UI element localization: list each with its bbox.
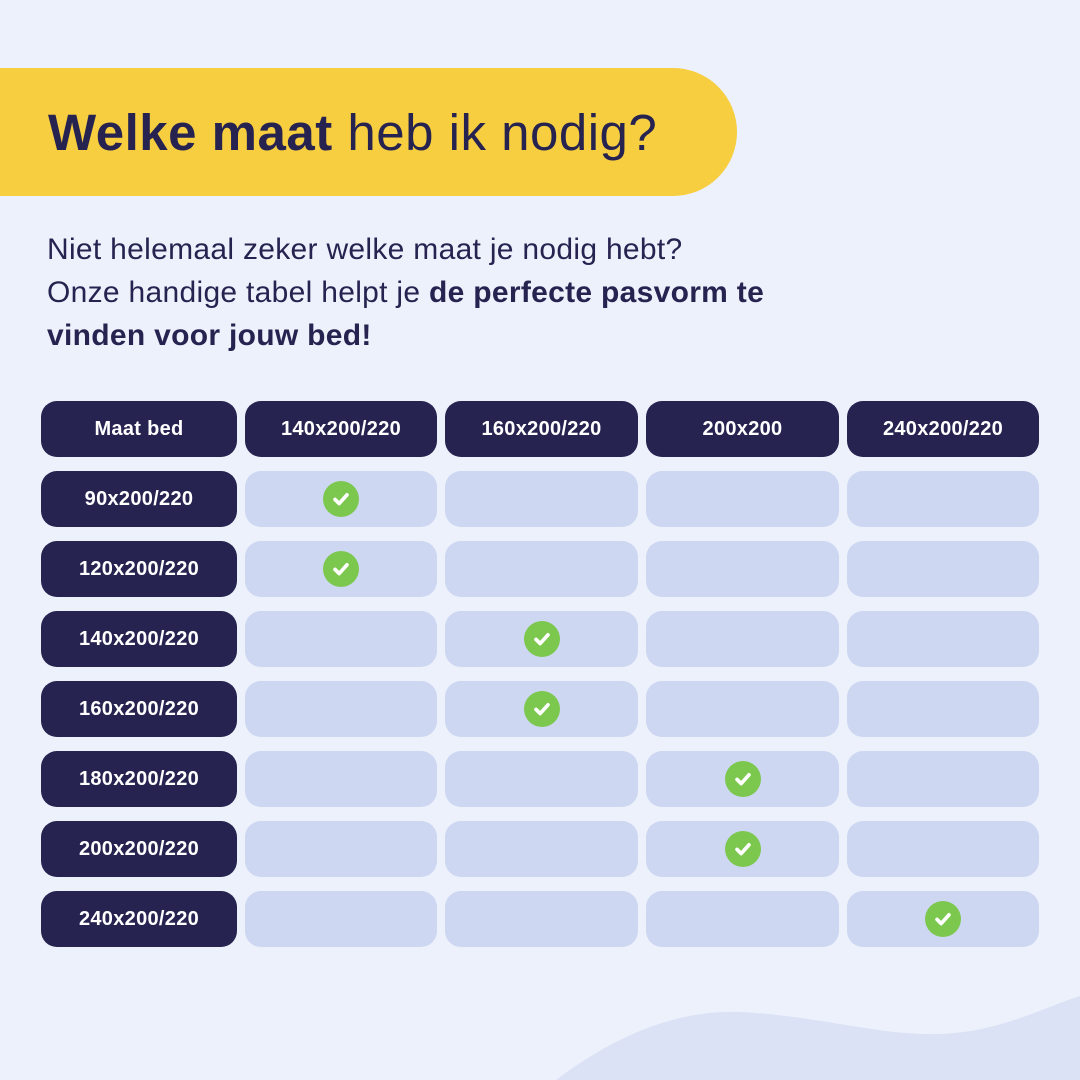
- checkmark-glyph: [533, 703, 550, 716]
- check-icon: [724, 761, 761, 797]
- wave-decoration: [556, 996, 1080, 1080]
- table-cell: [646, 681, 839, 737]
- table-cell: [646, 751, 839, 807]
- row-header: 160x200/220: [41, 681, 237, 737]
- row-header: 240x200/220: [41, 891, 237, 947]
- column-header: 200x200: [646, 401, 839, 457]
- table-cell: [646, 541, 839, 597]
- checkmark-glyph: [734, 773, 751, 786]
- table-cell: [245, 751, 437, 807]
- page-title-rest: heb ik nodig?: [332, 103, 658, 161]
- column-header: 240x200/220: [847, 401, 1039, 457]
- table-cell: [847, 681, 1039, 737]
- checkmark-glyph: [333, 563, 349, 576]
- table-cell: [245, 611, 437, 667]
- table-cell: [445, 681, 638, 737]
- column-header: 160x200/220: [445, 401, 638, 457]
- intro-line-2-bold: de perfecte pasvorm te: [420, 276, 765, 309]
- checkmark-glyph: [333, 493, 349, 506]
- row-header: 120x200/220: [41, 541, 237, 597]
- row-header: 200x200/220: [41, 821, 237, 877]
- check-icon: [523, 691, 560, 727]
- intro-text: Niet helemaal zeker welke maat je nodig …: [47, 228, 764, 357]
- table-cell: [245, 471, 437, 527]
- table-cell: [445, 611, 638, 667]
- table-cell: [847, 471, 1039, 527]
- row-header: 90x200/220: [41, 471, 237, 527]
- table-corner-header: Maat bed: [41, 401, 237, 457]
- column-header: 140x200/220: [245, 401, 437, 457]
- row-header: 140x200/220: [41, 611, 237, 667]
- checkmark-glyph: [734, 843, 751, 856]
- table-cell: [445, 541, 638, 597]
- intro-line-2: Onze handige tabel helpt je de perfecte …: [47, 271, 764, 314]
- table-cell: [847, 541, 1039, 597]
- check-icon: [724, 831, 761, 867]
- check-icon: [323, 551, 359, 587]
- title-banner: Welke maat heb ik nodig?: [0, 68, 737, 196]
- intro-line-2-regular: Onze handige tabel helpt je: [47, 276, 421, 309]
- table-cell: [245, 541, 437, 597]
- table-cell: [445, 891, 638, 947]
- table-cell: [245, 821, 437, 877]
- intro-line-1: Niet helemaal zeker welke maat je nodig …: [47, 233, 683, 266]
- table-cell: [646, 891, 839, 947]
- table-cell: [847, 751, 1039, 807]
- check-icon: [523, 621, 560, 657]
- size-table: Maat bed 140x200/220 160x200/220 200x200 240…: [41, 401, 1039, 947]
- intro-line-3: vinden voor jouw bed!: [47, 319, 372, 352]
- table-cell: [245, 681, 437, 737]
- table-cell: [445, 821, 638, 877]
- checkmark-glyph: [533, 633, 550, 646]
- table-cell: [646, 471, 839, 527]
- table-cell: [245, 891, 437, 947]
- table-cell: [646, 611, 839, 667]
- table-cell: [847, 891, 1039, 947]
- page-title-emphasis: Welke maat: [48, 103, 333, 161]
- table-cell: [445, 751, 638, 807]
- page-title: Welke maat heb ik nodig?: [48, 103, 657, 162]
- table-cell: [646, 821, 839, 877]
- table-cell: [445, 471, 638, 527]
- checkmark-glyph: [935, 913, 951, 926]
- table-cell: [847, 821, 1039, 877]
- row-header: 180x200/220: [41, 751, 237, 807]
- table-cell: [847, 611, 1039, 667]
- check-icon: [323, 481, 359, 517]
- check-icon: [925, 901, 961, 937]
